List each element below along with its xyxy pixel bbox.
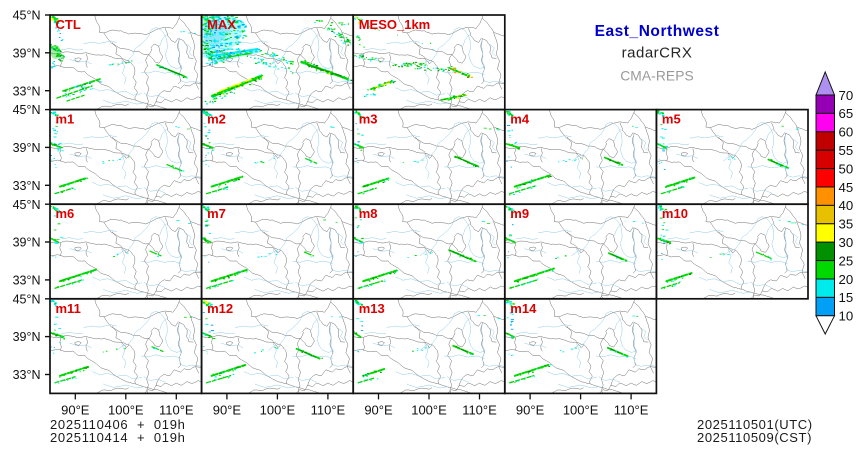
svg-text:90°E: 90°E	[213, 402, 242, 417]
svg-text:33°N: 33°N	[13, 84, 41, 98]
svg-text:m4: m4	[510, 112, 530, 127]
svg-text:45°N: 45°N	[13, 103, 41, 117]
svg-text:CTL: CTL	[56, 17, 81, 32]
svg-text:100°E: 100°E	[563, 402, 599, 417]
svg-text:CMA-REPS: CMA-REPS	[620, 69, 694, 84]
svg-text:110°E: 110°E	[462, 402, 497, 417]
svg-text:45°N: 45°N	[13, 9, 41, 23]
svg-text:39°N: 39°N	[13, 330, 41, 344]
svg-text:2025110414 + 019h: 2025110414 + 019h	[50, 430, 186, 445]
svg-text:45°N: 45°N	[13, 292, 41, 306]
svg-text:110°E: 110°E	[311, 402, 346, 417]
svg-text:2025110406 + 019h: 2025110406 + 019h	[50, 417, 186, 432]
svg-text:m9: m9	[510, 206, 529, 221]
svg-text:m10: m10	[662, 206, 688, 221]
svg-text:110°E: 110°E	[159, 402, 194, 417]
svg-text:33°N: 33°N	[13, 368, 41, 382]
svg-text:90°E: 90°E	[61, 402, 90, 417]
svg-text:2025110501(UTC): 2025110501(UTC)	[697, 417, 813, 432]
svg-text:m14: m14	[510, 301, 537, 316]
svg-text:70: 70	[839, 88, 854, 103]
svg-text:m7: m7	[207, 206, 226, 221]
svg-text:65: 65	[839, 106, 854, 121]
svg-text:East_Northwest: East_Northwest	[595, 23, 720, 40]
svg-text:55: 55	[839, 143, 854, 158]
svg-text:50: 50	[839, 161, 854, 176]
svg-text:90°E: 90°E	[364, 402, 393, 417]
svg-text:90°E: 90°E	[516, 402, 545, 417]
svg-text:m13: m13	[359, 301, 385, 316]
svg-text:m2: m2	[207, 112, 226, 127]
svg-text:m5: m5	[662, 112, 681, 127]
svg-text:33°N: 33°N	[13, 274, 41, 288]
svg-text:m3: m3	[359, 112, 378, 127]
svg-text:100°E: 100°E	[411, 402, 447, 417]
svg-text:10: 10	[839, 309, 854, 324]
svg-text:m11: m11	[56, 301, 81, 316]
svg-text:100°E: 100°E	[108, 402, 144, 417]
svg-text:2025110509(CST): 2025110509(CST)	[697, 430, 812, 445]
svg-text:39°N: 39°N	[13, 46, 41, 60]
svg-text:m6: m6	[56, 206, 75, 221]
svg-text:60: 60	[839, 125, 854, 140]
svg-text:m8: m8	[359, 206, 378, 221]
svg-text:MESO_1km: MESO_1km	[359, 17, 431, 32]
svg-text:35: 35	[839, 217, 854, 232]
svg-text:45°N: 45°N	[13, 198, 41, 212]
svg-text:15: 15	[839, 290, 854, 305]
svg-text:33°N: 33°N	[13, 179, 41, 193]
svg-text:30: 30	[839, 235, 854, 250]
svg-text:39°N: 39°N	[13, 141, 41, 155]
svg-text:25: 25	[839, 253, 854, 268]
svg-text:45: 45	[839, 180, 854, 195]
svg-text:100°E: 100°E	[260, 402, 296, 417]
svg-text:110°E: 110°E	[614, 402, 649, 417]
svg-text:MAX: MAX	[207, 17, 236, 32]
svg-text:39°N: 39°N	[13, 236, 41, 250]
svg-text:m12: m12	[207, 301, 233, 316]
svg-text:40: 40	[839, 198, 854, 213]
svg-text:20: 20	[839, 272, 854, 287]
svg-text:m1: m1	[56, 112, 75, 127]
svg-text:radarCRX: radarCRX	[622, 45, 693, 62]
